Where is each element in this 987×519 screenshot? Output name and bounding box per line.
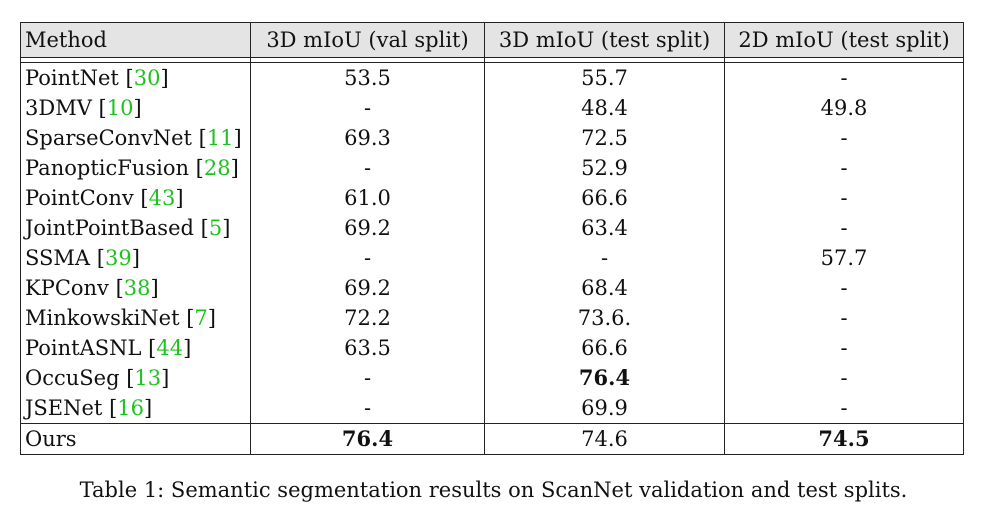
val-3d-cell: 69.2 bbox=[250, 213, 485, 243]
method-name: SSMA bbox=[25, 246, 91, 270]
method-name: PointConv bbox=[25, 186, 134, 210]
table-row: PointASNL [44] 63.5 66.6- bbox=[20, 333, 964, 363]
table-row: PointNet [30] 53.5 55.7- bbox=[20, 62, 964, 93]
header-3d-test: 3D mIoU (test split) bbox=[484, 22, 725, 58]
citation-link[interactable]: 38 bbox=[123, 276, 151, 300]
test-2d-cell: - bbox=[724, 303, 964, 333]
method-cell: PointASNL [44] bbox=[20, 333, 251, 363]
method-cell: JSENet [16] bbox=[20, 393, 251, 424]
table-header-row: Method 3D mIoU (val split) 3D mIoU (test… bbox=[20, 22, 964, 58]
table-row: JointPointBased [5] 69.2 63.4- bbox=[20, 213, 964, 243]
val-3d-cell: 63.5 bbox=[250, 333, 485, 363]
val-3d-cell: 69.3 bbox=[250, 123, 485, 153]
method-cell: PanopticFusion [28] bbox=[20, 153, 251, 183]
test-3d-cell: 73.6. bbox=[484, 303, 725, 333]
citation-link[interactable]: 43 bbox=[148, 186, 176, 210]
header-method: Method bbox=[20, 22, 251, 58]
method-cell: OccuSeg [13] bbox=[20, 363, 251, 393]
test-2d-cell: - bbox=[724, 393, 964, 424]
test-2d-cell: - bbox=[724, 213, 964, 243]
test-3d-cell: 63.4 bbox=[484, 213, 725, 243]
method-cell: SSMA [39] bbox=[20, 243, 251, 273]
method-name: SparseConvNet bbox=[25, 126, 192, 150]
table-row: PanopticFusion [28] -52.9- bbox=[20, 153, 964, 183]
table-row: OccuSeg [13] -76.4- bbox=[20, 363, 964, 393]
val-3d-cell: 72.2 bbox=[250, 303, 485, 333]
table-row: SSMA [39] - -57.7 bbox=[20, 243, 964, 273]
results-table-container: Method 3D mIoU (val split) 3D mIoU (test… bbox=[20, 22, 964, 455]
header-3d-val: 3D mIoU (val split) bbox=[250, 22, 485, 58]
test-3d-cell: - bbox=[484, 243, 725, 273]
test-2d-cell: - bbox=[724, 123, 964, 153]
test-2d-cell: - bbox=[724, 363, 964, 393]
ours-val-3d-cell: 76.4 bbox=[250, 423, 485, 455]
test-3d-cell: 72.5 bbox=[484, 123, 725, 153]
method-name: PointNet bbox=[25, 66, 119, 90]
test-2d-cell: - bbox=[724, 153, 964, 183]
citation-link[interactable]: 44 bbox=[156, 336, 184, 360]
table-row: PointConv [43] 61.0 66.6- bbox=[20, 183, 964, 213]
table-body: PointNet [30] 53.5 55.7-3DMV [10] -48.4 49.8… bbox=[20, 57, 964, 455]
method-cell: PointConv [43] bbox=[20, 183, 251, 213]
citation-link[interactable]: 30 bbox=[133, 66, 161, 90]
val-3d-cell: - bbox=[250, 243, 485, 273]
table-row: SparseConvNet [11] 69.3 72.5- bbox=[20, 123, 964, 153]
ours-test-2d-cell: 74.5 bbox=[724, 423, 964, 455]
method-name: MinkowskiNet bbox=[25, 306, 180, 330]
val-3d-cell: - bbox=[250, 363, 485, 393]
method-cell: 3DMV [10] bbox=[20, 93, 251, 123]
val-3d-cell: 61.0 bbox=[250, 183, 485, 213]
val-3d-cell: - bbox=[250, 93, 485, 123]
citation-link[interactable]: 5 bbox=[208, 216, 223, 240]
table-row: JSENet [16] -69.9- bbox=[20, 393, 964, 424]
method-cell: MinkowskiNet [7] bbox=[20, 303, 251, 333]
citation-link[interactable]: 7 bbox=[194, 306, 208, 330]
citation-link[interactable]: 10 bbox=[106, 96, 134, 120]
test-3d-cell: 76.4 bbox=[484, 363, 725, 393]
val-3d-cell: 69.2 bbox=[250, 273, 485, 303]
method-name: PanopticFusion bbox=[25, 156, 189, 180]
table-row: 3DMV [10] -48.4 49.8 bbox=[20, 93, 964, 123]
citation-link[interactable]: 16 bbox=[117, 396, 144, 420]
method-name: KPConv bbox=[25, 276, 109, 300]
val-3d-cell: 53.5 bbox=[250, 62, 485, 93]
test-3d-cell: 52.9 bbox=[484, 153, 725, 183]
table-caption: Table 1: Semantic segmentation results o… bbox=[79, 478, 908, 502]
method-cell: PointNet [30] bbox=[20, 62, 251, 93]
test-2d-cell: - bbox=[724, 333, 964, 363]
ours-row: Ours 76.4 74.6 74.5 bbox=[20, 423, 964, 455]
test-2d-cell: - bbox=[724, 62, 964, 93]
citation-link[interactable]: 11 bbox=[206, 126, 234, 150]
test-3d-cell: 55.7 bbox=[484, 62, 725, 93]
test-2d-cell: 57.7 bbox=[724, 243, 964, 273]
table-row: KPConv [38] 69.2 68.4- bbox=[20, 273, 964, 303]
test-3d-cell: 48.4 bbox=[484, 93, 725, 123]
test-3d-cell: 66.6 bbox=[484, 333, 725, 363]
method-name: PointASNL bbox=[25, 336, 142, 360]
citation-link[interactable]: 39 bbox=[104, 246, 132, 270]
test-3d-cell: 68.4 bbox=[484, 273, 725, 303]
val-3d-cell: - bbox=[250, 393, 485, 424]
method-cell: SparseConvNet [11] bbox=[20, 123, 251, 153]
ours-method-cell: Ours bbox=[20, 423, 251, 455]
test-2d-cell: - bbox=[724, 273, 964, 303]
results-table: Method 3D mIoU (val split) 3D mIoU (test… bbox=[20, 22, 964, 455]
method-name: JointPointBased bbox=[25, 216, 194, 240]
header-separator bbox=[20, 57, 964, 63]
test-3d-cell: 69.9 bbox=[484, 393, 725, 424]
test-3d-cell: 66.6 bbox=[484, 183, 725, 213]
citation-link[interactable]: 28 bbox=[203, 156, 231, 180]
test-2d-cell: - bbox=[724, 183, 964, 213]
method-name: 3DMV bbox=[25, 96, 92, 120]
val-3d-cell: - bbox=[250, 153, 485, 183]
method-name: JSENet bbox=[25, 396, 103, 420]
header-2d-test: 2D mIoU (test split) bbox=[724, 22, 964, 58]
ours-test-3d-cell: 74.6 bbox=[484, 423, 725, 455]
table-row: MinkowskiNet [7] 72.2 73.6. - bbox=[20, 303, 964, 333]
method-name: OccuSeg bbox=[25, 366, 120, 390]
test-2d-cell: 49.8 bbox=[724, 93, 964, 123]
citation-link[interactable]: 13 bbox=[134, 366, 162, 390]
method-cell: KPConv [38] bbox=[20, 273, 251, 303]
method-cell: JointPointBased [5] bbox=[20, 213, 251, 243]
